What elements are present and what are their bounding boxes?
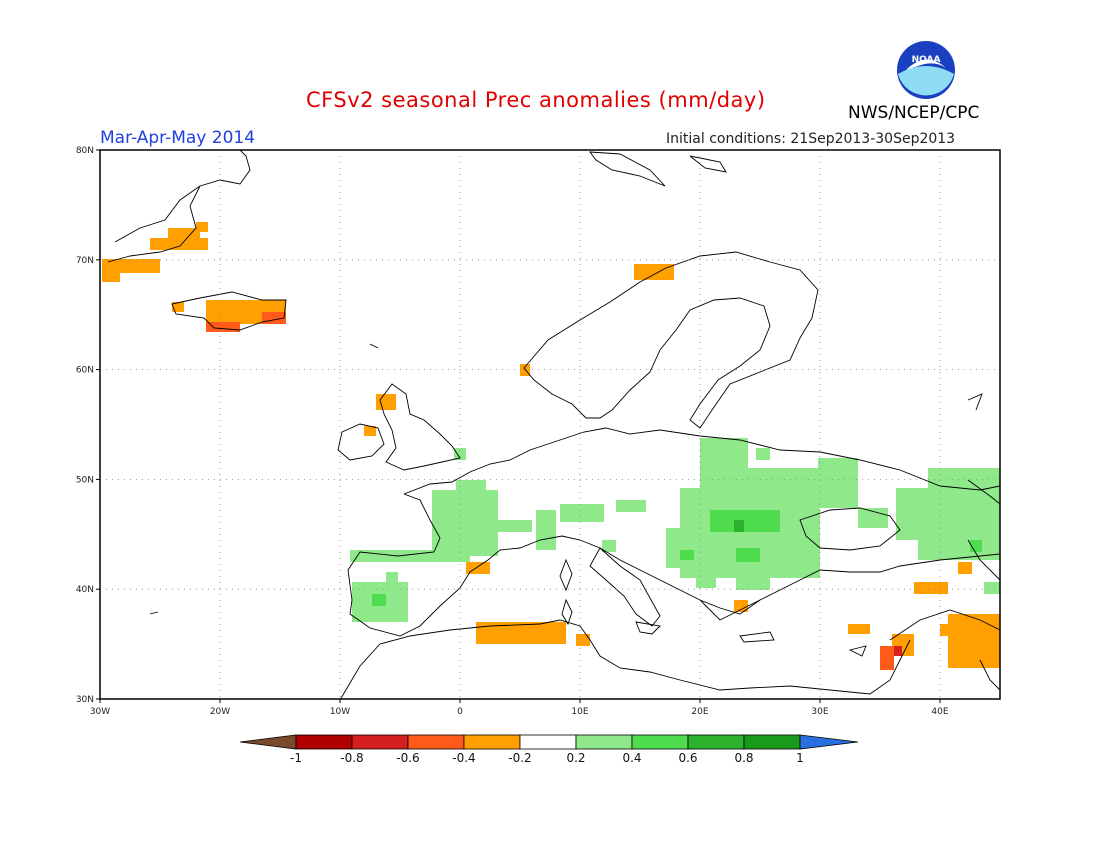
lon-label: 20W: [210, 707, 230, 717]
lat-label: 70N: [76, 256, 94, 266]
colorbar-swatch: [631, 734, 689, 750]
colorbar-swatch: [295, 734, 353, 750]
colorbar-label: -0.4: [452, 751, 475, 765]
colorbar-swatch: [575, 734, 633, 750]
colorbar-swatch: [463, 734, 521, 750]
colorbar-label: 0.6: [678, 751, 697, 765]
anomaly-cells: [102, 222, 1000, 670]
noaa-logo: NOAA: [897, 41, 955, 99]
coastlines: [107, 149, 1001, 701]
lon-label: 30E: [811, 707, 828, 717]
colorbar: -1 -0.8 -0.6 -0.4 -0.2 0.2 0.4 0.6 0.8 1: [239, 734, 859, 765]
lat-labels: 30N 40N 50N 60N 70N 80N: [76, 146, 100, 705]
colorbar-label: -0.2: [508, 751, 531, 765]
lat-label: 50N: [76, 475, 94, 485]
colorbar-label: 0.8: [734, 751, 753, 765]
colorbar-label: -1: [290, 751, 302, 765]
colorbar-swatch: [407, 734, 465, 750]
lon-label: 0: [457, 707, 463, 717]
noaa-logo-text: NOAA: [912, 55, 941, 65]
colorbar-label: 0.2: [566, 751, 585, 765]
lat-label: 60N: [76, 366, 94, 376]
lat-label: 80N: [76, 146, 94, 156]
lon-labels: 30W 20W 10W 0 10E 20E 30E 40E: [90, 699, 949, 717]
lon-label: 10E: [571, 707, 588, 717]
map-frame: [99, 149, 1001, 700]
colorbar-swatch: [519, 734, 577, 750]
colorbar-label: -0.8: [340, 751, 363, 765]
lon-label: 20E: [691, 707, 708, 717]
lat-label: 40N: [76, 585, 94, 595]
lon-label: 30W: [90, 707, 110, 717]
colorbar-label: 0.4: [622, 751, 641, 765]
period-label: Mar-Apr-May 2014: [100, 128, 256, 148]
initial-conditions-label: Initial conditions: 21Sep2013-30Sep2013: [666, 131, 956, 147]
colorbar-label: -0.6: [396, 751, 419, 765]
lat-label: 30N: [76, 695, 94, 705]
colorbar-swatch: [687, 734, 745, 750]
chart-title: CFSv2 seasonal Prec anomalies (mm/day): [306, 88, 766, 112]
gridlines: [100, 150, 1000, 699]
lon-label: 10W: [330, 707, 350, 717]
colorbar-left-arrow: [239, 734, 297, 750]
agency-label: NWS/NCEP/CPC: [848, 103, 980, 123]
colorbar-swatch: [351, 734, 409, 750]
colorbar-swatch: [743, 734, 801, 750]
colorbar-label: 1: [796, 751, 804, 765]
lon-label: 40E: [931, 707, 948, 717]
colorbar-right-arrow: [799, 734, 859, 750]
